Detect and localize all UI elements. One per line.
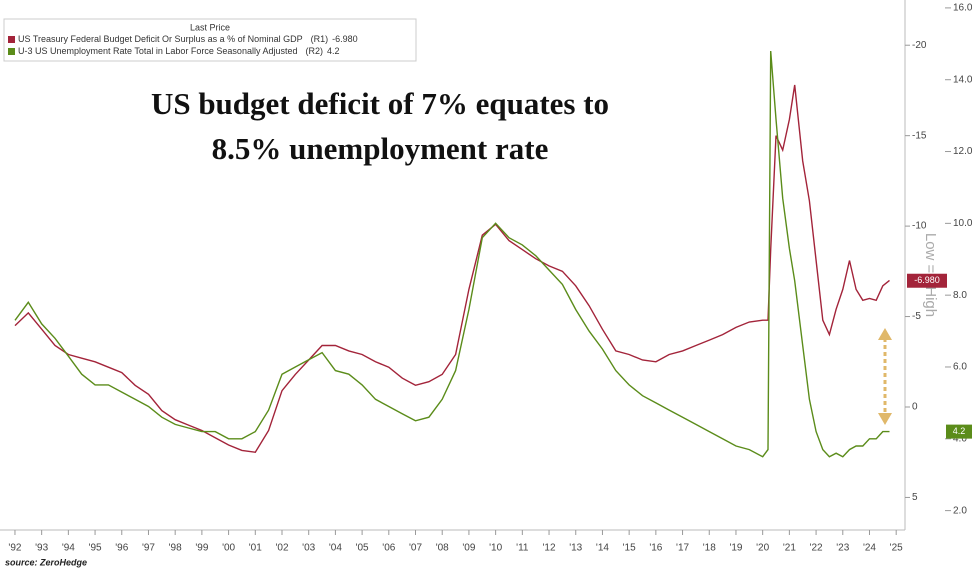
x-tick-label: '13 (569, 543, 582, 554)
x-tick-label: '21 (783, 543, 796, 554)
y2-tick-label: 6.0 (953, 362, 967, 373)
x-tick-label: '22 (810, 543, 823, 554)
last-value-label: -6.980 (914, 275, 940, 285)
y-tick-label: -10 (912, 221, 927, 232)
legend-swatch (8, 36, 15, 43)
x-tick-label: '02 (275, 543, 288, 554)
y-tick-label: 5 (912, 492, 918, 503)
x-tick-label: '18 (703, 543, 716, 554)
y2-tick-label: 16.0 (953, 3, 973, 14)
x-tick-label: '20 (756, 543, 769, 554)
annotation: US budget deficit of 7% equates to (151, 86, 609, 121)
y2-tick-label: 14.0 (953, 74, 973, 85)
x-tick-label: '97 (142, 543, 155, 554)
last-value-label: 4.2 (953, 426, 966, 436)
y2-tick-label: 2.0 (953, 505, 967, 516)
x-tick-label: '94 (62, 543, 75, 554)
line-series (14, 84, 890, 453)
x-tick-label: '15 (623, 543, 636, 554)
x-tick-label: '14 (596, 543, 609, 554)
y-tick-label: -20 (912, 40, 927, 51)
x-tick-label: '04 (329, 543, 342, 554)
y2-tick-label: 8.0 (953, 290, 967, 301)
y-tick-label: -5 (912, 311, 921, 322)
legend-entry: U-3 US Unemployment Rate Total in Labor … (18, 46, 340, 56)
x-tick-label: '00 (222, 543, 235, 554)
x-tick-label: '95 (89, 543, 102, 554)
legend-swatch (8, 48, 15, 55)
x-tick-label: '25 (890, 543, 903, 554)
x-tick-label: '11 (516, 543, 529, 554)
x-tick-label: '03 (302, 543, 315, 554)
x-tick-label: '05 (356, 543, 369, 554)
x-tick-label: '06 (382, 543, 395, 554)
annotation: 8.5% unemployment rate (212, 131, 549, 166)
x-tick-label: '96 (115, 543, 128, 554)
y-tick-label: -15 (912, 130, 927, 141)
x-tick-label: '17 (676, 543, 689, 554)
source: source: ZeroHedge (5, 557, 87, 567)
x-tick-label: '10 (489, 543, 502, 554)
legend-last: -6.980 (332, 34, 358, 44)
x-tick-label: '93 (35, 543, 48, 554)
x-tick-label: '98 (169, 543, 182, 554)
legend-title: Last Price (190, 22, 230, 32)
last-value-box (907, 273, 947, 288)
x-tick-label: '24 (863, 543, 876, 554)
x-tick-label: '92 (8, 543, 21, 554)
line-series (14, 50, 890, 458)
x-tick-label: '08 (436, 543, 449, 554)
x-tick-label: '99 (195, 543, 208, 554)
legend-axis: (R1) (311, 34, 329, 44)
legend-axis: (R2) (305, 46, 323, 56)
legend-entry: US Treasury Federal Budget Deficit Or Su… (18, 34, 358, 44)
legend-name: U-3 US Unemployment Rate Total in Labor … (18, 46, 297, 56)
x-tick-label: '07 (409, 543, 422, 554)
x-tick-label: '16 (649, 543, 662, 554)
x-tick-label: '09 (462, 543, 475, 554)
y2-tick-label: 12.0 (953, 146, 973, 157)
legend-last: 4.2 (327, 46, 340, 56)
legend-name: US Treasury Federal Budget Deficit Or Su… (18, 34, 303, 44)
y2-tick-label: 4.0 (953, 433, 967, 444)
arrow (878, 328, 892, 425)
x-tick-label: '23 (836, 543, 849, 554)
x-tick-label: '01 (249, 543, 262, 554)
last-value-box (946, 424, 972, 439)
x-tick-label: '19 (729, 543, 742, 554)
x-tick-label: '12 (543, 543, 556, 554)
legend-box (3, 18, 417, 62)
y2-tick-label: 10.0 (953, 218, 973, 229)
y-tick-label: 0 (912, 402, 918, 413)
